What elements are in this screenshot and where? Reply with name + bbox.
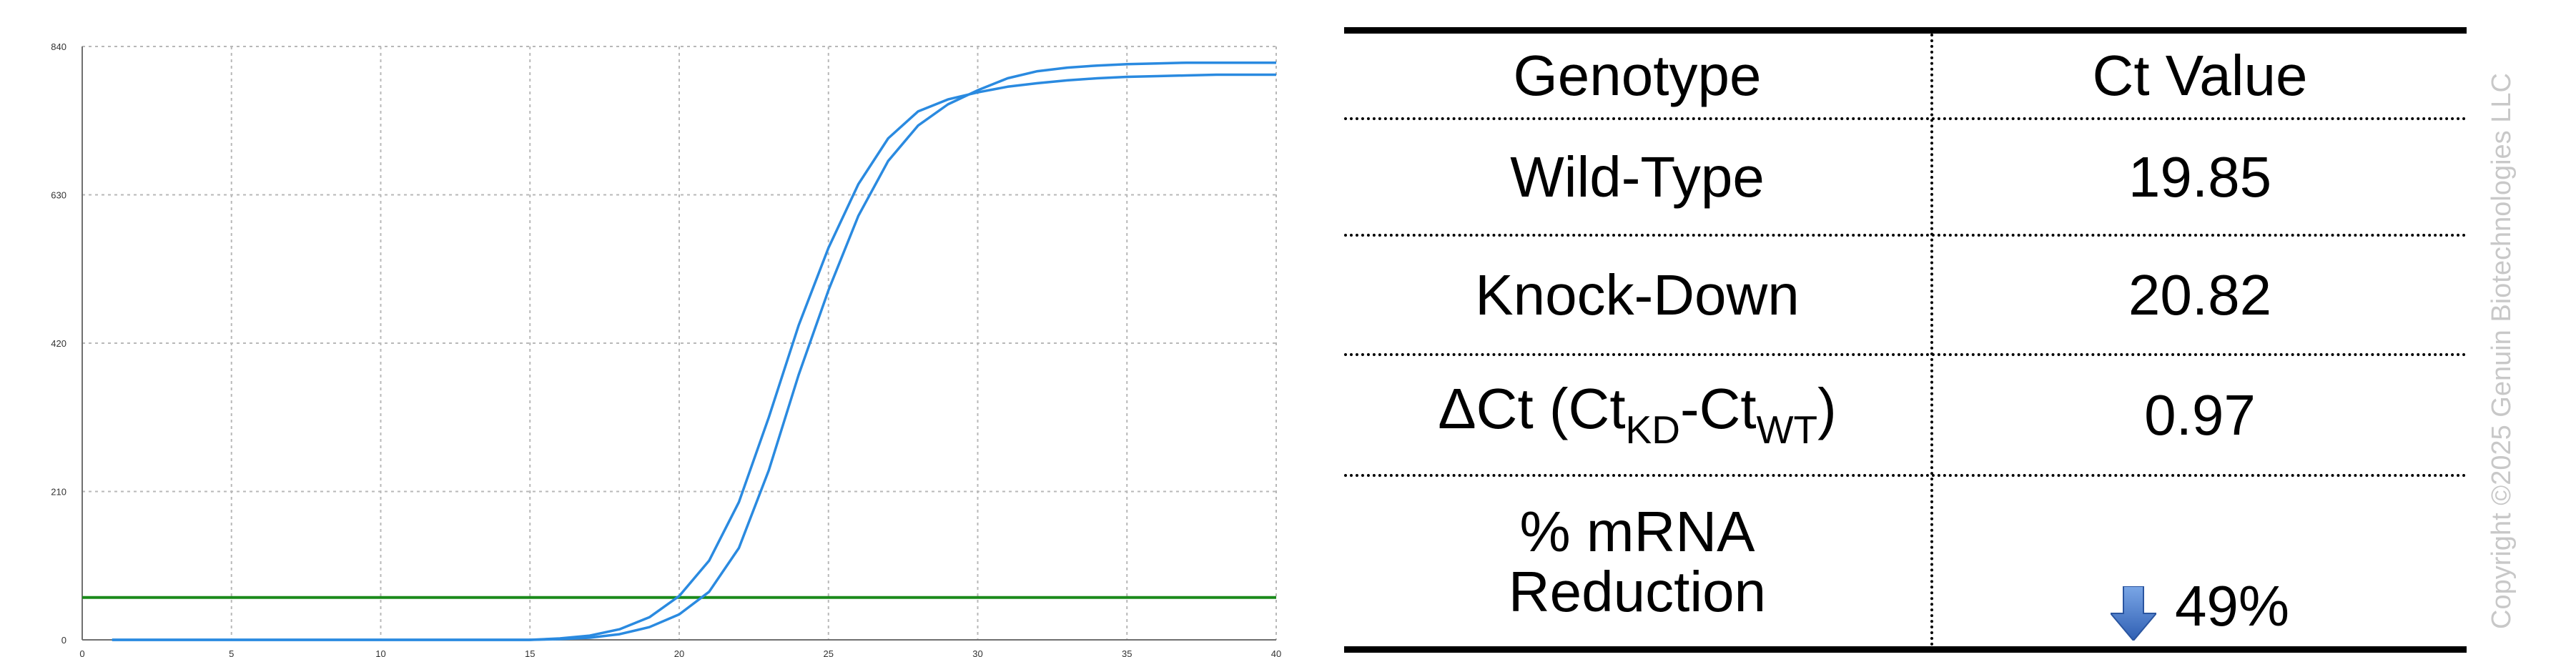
reduction-value: 49% (2174, 574, 2290, 638)
reduction-label-line1: % mRNA (1519, 499, 1755, 563)
row-wild-type-value: 19.85 (2128, 144, 2272, 209)
column-divider (1930, 34, 1933, 646)
amplification-curve-2 (112, 61, 1276, 641)
x-tick-label: 10 (375, 648, 385, 657)
y-tick-label: 210 (51, 487, 66, 498)
x-tick-label: 5 (229, 648, 234, 657)
x-tick-label: 30 (972, 648, 982, 657)
row-delta-ct-label: ΔCt (CtKD-CtWT) (1344, 356, 1930, 474)
x-tick-label: 0 (79, 648, 84, 657)
row-divider (1344, 117, 2467, 120)
header-ct-value: Ct Value (2092, 43, 2308, 107)
x-tick-label: 20 (674, 648, 684, 657)
delta-ct-sub-kd: KD (1625, 407, 1680, 453)
amplification-curve-1 (112, 73, 1276, 641)
y-tick-label: 840 (51, 41, 66, 52)
delta-ct-mid: -Ct (1679, 377, 1757, 441)
row-divider (1344, 353, 2467, 356)
y-tick-label: 0 (61, 635, 66, 646)
row-divider (1344, 234, 2467, 237)
ct-results-table: Genotype Ct Value Wild-Type 19.85 Knock-… (1344, 27, 2467, 653)
reduction-label-line2: Reduction (1508, 559, 1767, 623)
amplification-curves (112, 61, 1276, 641)
delta-ct-prefix: ΔCt (Ct (1438, 377, 1626, 441)
row-wild-type-label: Wild-Type (1510, 144, 1765, 209)
table-bottom-rule (1344, 646, 2467, 653)
row-divider (1344, 474, 2467, 477)
table-top-rule (1344, 27, 2467, 34)
x-tick-label: 15 (525, 648, 535, 657)
grid-lines (82, 46, 1277, 640)
header-genotype: Genotype (1513, 43, 1762, 107)
row-delta-ct-value: 0.97 (2144, 382, 2256, 447)
x-tick-label: 40 (1271, 648, 1281, 657)
delta-ct-end: ) (1817, 377, 1837, 441)
x-tick-label: 25 (824, 648, 834, 657)
amplification-plot: 0 5 10 15 20 25 30 35 40 0 210 420 630 840 (51, 41, 1281, 657)
copyright-text: Copyright ©2025 Genuin Biotechnologies L… (2487, 73, 2517, 629)
row-knock-down-label: Knock-Down (1475, 262, 1800, 327)
row-reduction-label: % mRNA Reduction (1344, 477, 1930, 646)
row-knock-down-value: 20.82 (2128, 262, 2272, 327)
y-tick-label: 420 (51, 338, 66, 349)
y-tick-label: 630 (51, 190, 66, 201)
delta-ct-sub-wt: WT (1756, 407, 1818, 453)
x-tick-label: 35 (1122, 648, 1132, 657)
row-reduction-value: 49% (1933, 477, 2467, 646)
tick-labels: 0 5 10 15 20 25 30 35 40 0 210 420 630 840 (51, 41, 1281, 657)
down-arrow-icon (2110, 586, 2156, 641)
